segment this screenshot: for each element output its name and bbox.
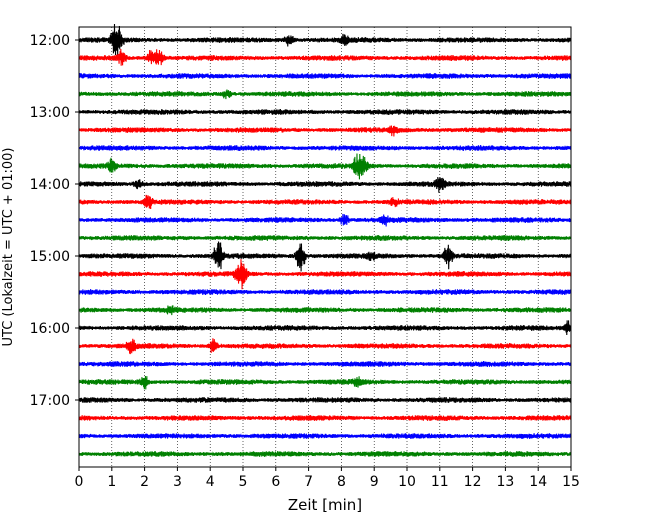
x-tick-label: 3 [173,474,182,490]
x-tick-label: 5 [239,474,248,490]
seismogram-trace-1730 [78,433,572,439]
x-tick-label: 10 [398,474,416,490]
x-tick-label: 0 [75,474,84,490]
y-tick-label: 15:00 [30,249,70,265]
seismogram-trace-1715 [78,415,572,421]
x-tick-label: 2 [140,474,149,490]
x-tick-label: 14 [529,474,547,490]
x-tick-label: 11 [431,474,449,490]
seismogram-trace-1245 [78,89,572,100]
x-tick-label: 6 [271,474,280,490]
x-axis-label: Zeit [min] [288,496,362,514]
x-tick-label: 7 [304,474,313,490]
seismogram-trace-1400 [78,177,572,193]
x-tick-label: 1 [107,474,116,490]
y-axis: 12:00 13:00 14:00 15:00 16:00 17:00 [30,33,79,409]
x-tick-label: 8 [337,474,346,490]
seismogram-trace-1215 [78,48,572,66]
seismogram-trace-1745 [78,451,572,457]
x-axis: 0 1 2 3 4 5 6 7 8 9 10 11 12 13 14 15 [75,467,580,490]
y-tick-label: 13:00 [30,105,70,121]
y-tick-label: 16:00 [30,321,70,337]
seismogram-trace-1230 [78,73,572,79]
seismogram-trace-1315 [78,125,572,137]
seismogram-trace-1600 [78,320,572,335]
plot-frame [78,26,572,468]
x-tick-label: 15 [562,474,580,490]
seismogram-trace-1700 [78,397,572,403]
grid [111,27,539,467]
y-tick-label: 12:00 [30,33,70,49]
seismogram-trace-1330 [78,145,572,151]
seismogram-trace-1530 [78,289,572,296]
seismogram-trace-1515 [78,259,572,290]
seismogram-trace-1545 [78,305,572,316]
seismogram-trace-1500 [78,241,572,272]
seismogram-traces [78,24,572,457]
x-tick-label: 9 [370,474,379,490]
seismogram-trace-1200 [78,24,572,56]
x-tick-label: 13 [496,474,514,490]
plot-background [79,27,571,467]
y-tick-label: 17:00 [30,393,70,409]
seismogram-trace-1645 [78,375,572,390]
y-axis-label: UTC (Lokalzeit = UTC + 01:00) [1,148,16,347]
x-tick-label: 12 [464,474,482,490]
seismogram-trace-1345 [78,153,572,180]
seismogram-trace-1615 [78,338,572,355]
seismogram-trace-1445 [78,234,572,241]
x-tick-label: 4 [206,474,215,490]
seismogram-trace-1430 [78,213,572,227]
seismogram-trace-1415 [78,194,572,210]
y-tick-label: 14:00 [30,177,70,193]
seismogram-trace-1630 [78,361,572,368]
seismogram-trace-1300 [78,109,572,115]
